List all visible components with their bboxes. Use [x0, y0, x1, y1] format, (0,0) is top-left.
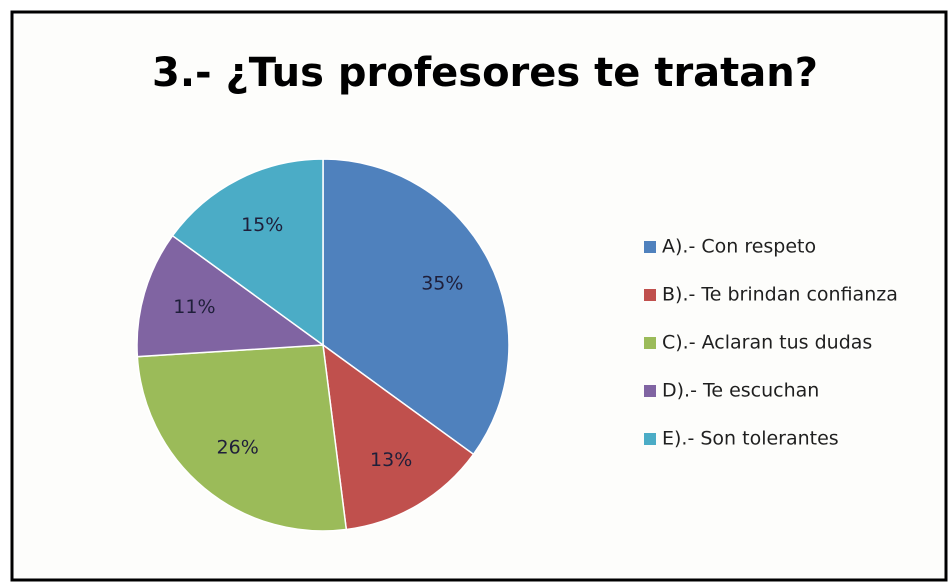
- data-label: 11%: [173, 296, 215, 318]
- legend-swatch: [644, 433, 656, 445]
- legend-label: C).- Aclaran tus dudas: [662, 332, 872, 354]
- legend-label: B).- Te brindan confianza: [662, 284, 898, 306]
- data-label: 15%: [241, 214, 283, 236]
- legend-label: E).- Son tolerantes: [662, 428, 839, 450]
- legend-swatch: [644, 241, 656, 253]
- data-label: 13%: [370, 449, 412, 471]
- data-label: 26%: [217, 437, 259, 459]
- legend-label: D).- Te escuchan: [662, 380, 819, 402]
- legend-label: A).- Con respeto: [662, 236, 816, 258]
- pie-slice: [136, 344, 348, 532]
- legend-swatch: [644, 289, 656, 301]
- chart-title: 3.- ¿Tus profesores te tratan?: [152, 50, 818, 96]
- legend-swatch: [644, 385, 656, 397]
- legend-swatch: [644, 337, 656, 349]
- pie-slice: [322, 158, 510, 456]
- data-label: 35%: [421, 273, 463, 295]
- pie-slice: [171, 158, 324, 347]
- pie-slice: [322, 343, 475, 531]
- pie-slice: [136, 234, 326, 358]
